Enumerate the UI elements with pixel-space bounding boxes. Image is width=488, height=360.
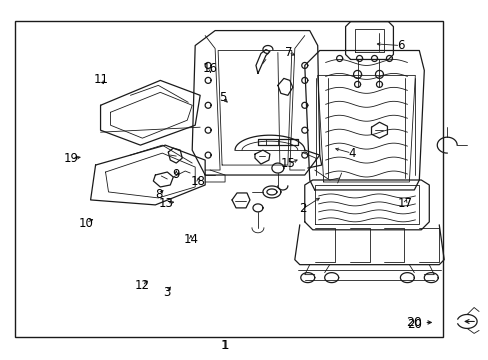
Text: 16: 16 [203, 62, 218, 75]
Text: 13: 13 [159, 197, 174, 210]
Text: 7: 7 [284, 46, 291, 59]
Text: 1: 1 [221, 339, 228, 352]
Text: 20: 20 [407, 318, 422, 331]
Text: 14: 14 [183, 233, 198, 246]
Text: 17: 17 [397, 197, 412, 210]
Text: 15: 15 [280, 157, 295, 170]
Bar [15, 21, 442, 337]
Text: 3: 3 [163, 287, 170, 300]
Text: 6: 6 [396, 39, 403, 52]
Text: 4: 4 [347, 147, 355, 159]
Text: 2: 2 [299, 202, 306, 215]
Text: 12: 12 [134, 279, 149, 292]
Text: 9: 9 [172, 168, 180, 181]
Text: 11: 11 [93, 73, 108, 86]
Text: 18: 18 [190, 175, 205, 188]
Text: 19: 19 [64, 152, 79, 165]
Text: 1: 1 [221, 339, 228, 352]
Text: 20: 20 [406, 316, 422, 329]
Text: 5: 5 [219, 91, 226, 104]
Text: 8: 8 [155, 188, 163, 201]
Text: 10: 10 [79, 216, 93, 230]
